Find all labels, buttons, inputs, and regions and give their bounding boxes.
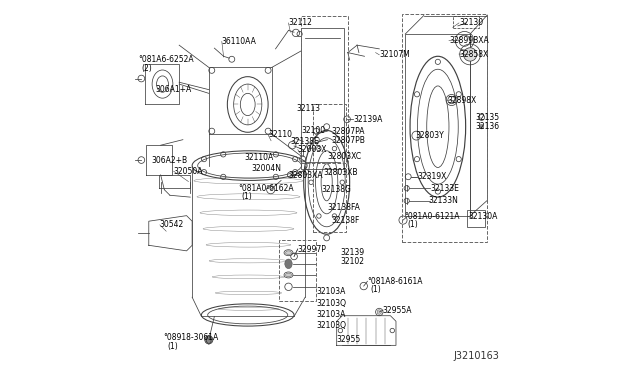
Ellipse shape — [285, 259, 292, 269]
Text: 32130: 32130 — [459, 19, 483, 28]
Text: 32050A: 32050A — [173, 167, 203, 176]
Bar — [452, 16, 479, 29]
Text: °081A0-6121A: °081A0-6121A — [404, 212, 460, 221]
Text: 32136: 32136 — [475, 122, 499, 131]
Circle shape — [205, 336, 213, 344]
Text: 32138E: 32138E — [291, 137, 319, 146]
Text: 32955A: 32955A — [382, 306, 412, 315]
Text: 36110AA: 36110AA — [222, 37, 257, 46]
Bar — [301, 16, 348, 163]
Text: 306A1+A: 306A1+A — [155, 85, 191, 94]
Text: 32803Y: 32803Y — [415, 131, 444, 140]
Bar — [301, 29, 344, 169]
Text: °081A8-6161A: °081A8-6161A — [367, 277, 423, 286]
Text: 306A2+B: 306A2+B — [152, 155, 188, 164]
Text: °081A0-6162A: °081A0-6162A — [239, 185, 294, 193]
Text: 32807PB: 32807PB — [331, 135, 365, 145]
Text: °08918-3061A: °08918-3061A — [164, 333, 219, 343]
Text: 32139A: 32139A — [353, 115, 383, 124]
Text: 32102: 32102 — [340, 257, 364, 266]
Text: (1): (1) — [167, 341, 178, 350]
Text: 32103A: 32103A — [316, 310, 346, 319]
Text: 32133E: 32133E — [431, 184, 460, 193]
Text: 32899BXA: 32899BXA — [449, 36, 489, 45]
Text: (1): (1) — [371, 285, 381, 294]
Text: 32135: 32135 — [475, 113, 499, 122]
Text: 32103A: 32103A — [316, 287, 346, 296]
Text: 32004N: 32004N — [252, 164, 282, 173]
Text: 32110A: 32110A — [244, 153, 273, 161]
Text: 32112: 32112 — [289, 19, 312, 28]
Text: 32138FA: 32138FA — [328, 203, 360, 212]
Bar — [312, 105, 346, 232]
Text: 32858X: 32858X — [459, 49, 488, 58]
Ellipse shape — [463, 48, 477, 61]
Text: 32103Q: 32103Q — [316, 321, 346, 330]
Text: 32100: 32100 — [301, 126, 326, 135]
Text: (1): (1) — [407, 220, 418, 229]
Bar — [405, 34, 470, 216]
Text: (1): (1) — [242, 192, 253, 201]
Text: 32997P: 32997P — [298, 244, 326, 253]
Circle shape — [377, 310, 381, 314]
Text: 32113: 32113 — [296, 104, 320, 113]
Bar — [279, 240, 316, 301]
Text: 32803XA: 32803XA — [289, 171, 323, 180]
Text: 32107M: 32107M — [380, 50, 410, 59]
Text: °: ° — [266, 185, 269, 194]
Text: 32139: 32139 — [340, 248, 365, 257]
Text: J3210163: J3210163 — [454, 351, 500, 361]
Ellipse shape — [285, 251, 291, 254]
Text: 32803XB: 32803XB — [324, 168, 358, 177]
Text: 32133N: 32133N — [429, 196, 458, 205]
Text: 32955: 32955 — [336, 334, 360, 344]
Text: 32103Q: 32103Q — [316, 299, 346, 308]
Bar — [467, 210, 484, 227]
Text: 30542: 30542 — [160, 221, 184, 230]
Circle shape — [479, 125, 484, 129]
Bar — [401, 14, 487, 241]
Text: 32138G: 32138G — [322, 185, 352, 194]
Text: °081A6-6252A: °081A6-6252A — [138, 55, 194, 64]
Text: 32110: 32110 — [268, 130, 292, 140]
Text: 32130A: 32130A — [468, 212, 498, 221]
Ellipse shape — [285, 273, 291, 277]
Text: 32803XC: 32803XC — [328, 152, 362, 161]
Text: 32898X: 32898X — [447, 96, 476, 105]
Text: 32807PA: 32807PA — [331, 126, 365, 136]
Text: 32003X: 32003X — [298, 145, 327, 154]
Text: 32319X: 32319X — [417, 172, 447, 181]
Text: 32138F: 32138F — [331, 217, 360, 225]
Text: (2): (2) — [141, 64, 152, 73]
